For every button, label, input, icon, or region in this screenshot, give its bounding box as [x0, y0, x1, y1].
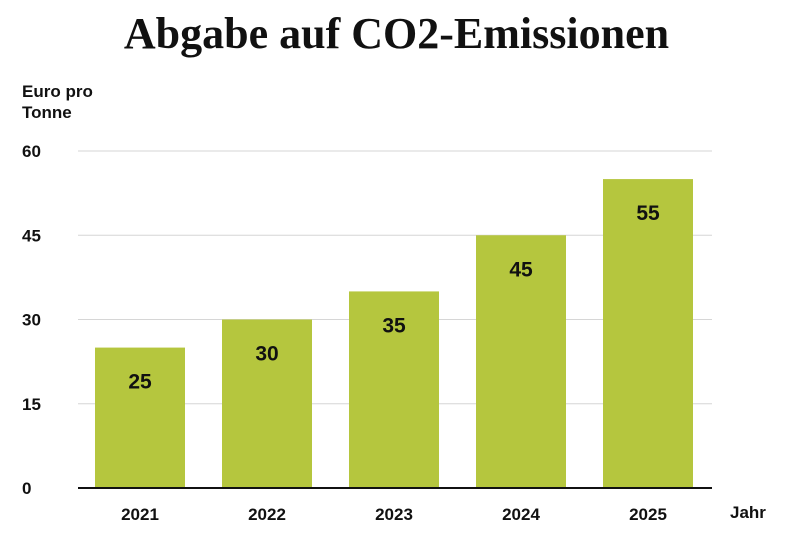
bar — [476, 235, 566, 488]
x-tick-label: 2022 — [248, 505, 286, 524]
x-axis-label: Jahr — [730, 503, 766, 522]
bar-value-label: 45 — [509, 258, 533, 281]
bar — [222, 319, 312, 488]
y-tick-label: 60 — [22, 142, 41, 161]
labels: 0 15 30 45 60 25 2021 30 2022 35 2023 45 2024 55 2025 — [22, 142, 667, 524]
y-tick-label: 15 — [22, 395, 41, 414]
x-tick-label: 2023 — [375, 505, 413, 524]
x-tick-label: 2021 — [121, 505, 159, 524]
chart-title: Abgabe auf CO2-Emissionen — [123, 9, 670, 58]
y-tick-label: 45 — [22, 226, 41, 245]
bar — [349, 291, 439, 488]
bar — [603, 179, 693, 489]
x-tick-label: 2025 — [629, 505, 667, 524]
y-axis-label: Euro pro Tonne — [22, 82, 93, 122]
bar — [95, 347, 185, 488]
y-tick-label: 30 — [22, 311, 41, 330]
bar-value-label: 55 — [636, 202, 660, 225]
bars — [95, 179, 693, 489]
y-tick-label: 0 — [22, 479, 31, 498]
x-tick-label: 2024 — [502, 505, 540, 524]
bar-value-label: 30 — [255, 343, 278, 366]
bar-value-label: 25 — [128, 371, 152, 394]
bar-value-label: 35 — [382, 314, 406, 337]
